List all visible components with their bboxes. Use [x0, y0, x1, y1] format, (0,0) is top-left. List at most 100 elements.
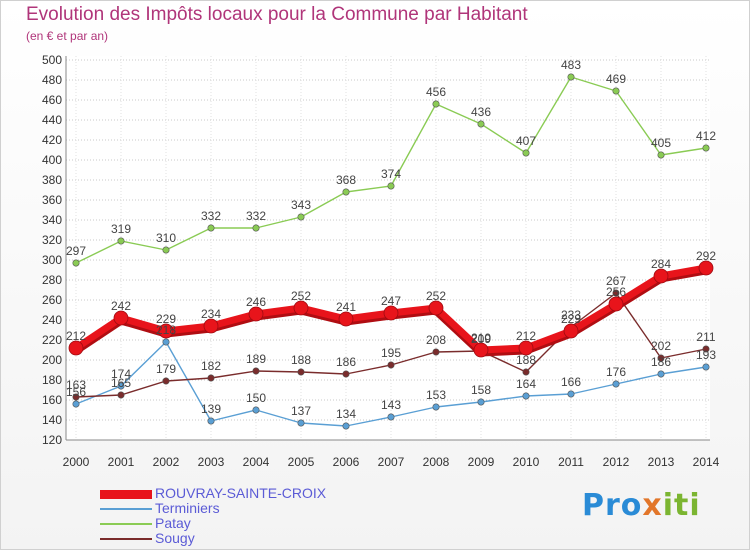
data-point: [117, 391, 125, 399]
data-label: 332: [201, 209, 221, 223]
data-point: [342, 370, 350, 378]
legend-label: Patay: [155, 515, 191, 531]
x-tick-label: 2005: [288, 455, 315, 469]
data-label: 332: [246, 209, 266, 223]
data-point: [567, 73, 575, 81]
legend-label: Terminiers: [155, 500, 220, 516]
data-label: 343: [291, 198, 311, 212]
data-point: [657, 354, 665, 362]
data-point: [162, 246, 170, 254]
data-point: [653, 268, 669, 284]
x-tick-label: 2012: [603, 455, 630, 469]
data-label: 137: [291, 404, 311, 418]
y-tick-label: 300: [42, 253, 62, 267]
data-label: 412: [696, 129, 716, 143]
data-label: 211: [696, 330, 715, 344]
data-label: 188: [291, 353, 311, 367]
y-tick-label: 380: [42, 173, 62, 187]
data-point: [612, 380, 620, 388]
data-label: 241: [336, 300, 356, 314]
data-point: [387, 182, 395, 190]
y-tick-label: 480: [42, 73, 62, 87]
data-label: 210: [471, 331, 491, 345]
data-label: 234: [201, 307, 221, 321]
data-point: [657, 151, 665, 159]
data-label: 195: [381, 346, 401, 360]
data-label: 189: [246, 352, 266, 366]
data-point: [383, 305, 399, 321]
legend-swatch: [100, 508, 152, 510]
data-point: [207, 224, 215, 232]
x-tick-label: 2011: [558, 455, 584, 469]
y-tick-label: 460: [42, 93, 62, 107]
y-tick-label: 360: [42, 193, 62, 207]
x-tick-label: 2001: [108, 455, 135, 469]
data-label: 405: [651, 136, 671, 150]
data-label: 165: [111, 376, 131, 390]
y-tick-label: 200: [42, 353, 62, 367]
data-point: [158, 323, 174, 339]
data-point: [702, 144, 710, 152]
data-label: 143: [381, 398, 401, 412]
data-point: [72, 259, 80, 267]
data-point: [338, 311, 354, 327]
x-tick-label: 2010: [513, 455, 540, 469]
y-tick-label: 340: [42, 213, 62, 227]
data-point: [657, 370, 665, 378]
data-point: [428, 300, 444, 316]
data-label: 182: [201, 359, 221, 373]
data-label: 158: [471, 383, 491, 397]
data-label: 469: [606, 72, 626, 86]
data-label: 292: [696, 249, 716, 263]
x-tick-label: 2000: [63, 455, 90, 469]
x-tick-label: 2009: [468, 455, 495, 469]
data-point: [567, 390, 575, 398]
y-tick-label: 240: [42, 313, 62, 327]
data-point: [162, 338, 170, 346]
data-label: 163: [66, 378, 86, 392]
data-label: 319: [111, 222, 131, 236]
data-point: [387, 413, 395, 421]
x-tick-label: 2013: [648, 455, 675, 469]
data-label: 252: [426, 289, 446, 303]
data-point: [117, 237, 125, 245]
y-tick-label: 280: [42, 273, 62, 287]
x-tick-label: 2002: [153, 455, 180, 469]
data-label: 229: [156, 312, 176, 326]
data-label: 483: [561, 58, 581, 72]
data-label: 212: [66, 329, 86, 343]
data-label: 246: [246, 295, 266, 309]
data-label: 179: [156, 362, 176, 376]
data-point: [203, 318, 219, 334]
data-label: 256: [606, 285, 626, 299]
y-tick-label: 400: [42, 153, 62, 167]
data-point: [207, 374, 215, 382]
data-point: [252, 406, 260, 414]
data-label: 164: [516, 377, 536, 391]
data-point: [702, 363, 710, 371]
data-point: [72, 393, 80, 401]
data-label: 252: [291, 289, 311, 303]
data-point: [72, 400, 80, 408]
data-point: [522, 149, 530, 157]
data-point: [113, 310, 129, 326]
data-point: [297, 213, 305, 221]
data-point: [252, 224, 260, 232]
data-label: 153: [426, 388, 446, 402]
data-point: [297, 368, 305, 376]
legend-swatch: [100, 523, 152, 525]
data-point: [612, 87, 620, 95]
x-tick-label: 2003: [198, 455, 225, 469]
data-label: 193: [696, 348, 716, 362]
data-label: 208: [426, 333, 446, 347]
data-label: 456: [426, 85, 446, 99]
data-label: 284: [651, 257, 671, 271]
data-point: [432, 348, 440, 356]
data-point: [432, 403, 440, 411]
x-tick-label: 2014: [693, 455, 720, 469]
data-point: [473, 342, 489, 358]
data-label: 176: [606, 365, 626, 379]
data-label: 186: [336, 355, 356, 369]
data-point: [563, 323, 579, 339]
